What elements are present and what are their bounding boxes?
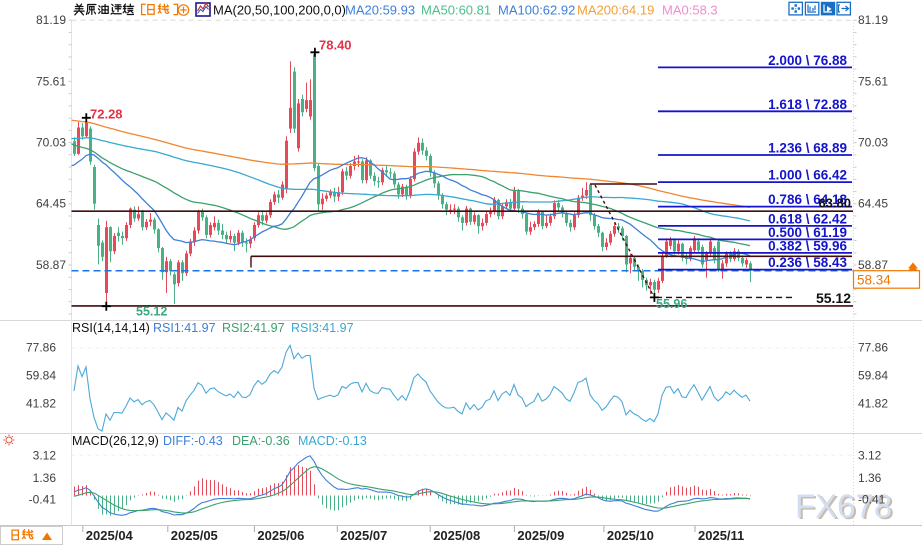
svg-text:1.618 \ 72.88: 1.618 \ 72.88	[768, 97, 847, 112]
svg-text:MACD(26,12,9): MACD(26,12,9)	[72, 434, 159, 448]
svg-text:77.86: 77.86	[858, 341, 888, 355]
svg-text:0.786 \ 64.18: 0.786 \ 64.18	[768, 192, 847, 207]
svg-text:58.87: 58.87	[36, 258, 66, 272]
svg-text:3.12: 3.12	[858, 448, 882, 462]
svg-text:55.12: 55.12	[136, 305, 167, 319]
svg-text:3.12: 3.12	[33, 448, 57, 462]
svg-text:2025/07: 2025/07	[340, 528, 387, 543]
svg-text:0.500 \ 61.19: 0.500 \ 61.19	[768, 225, 847, 240]
svg-text:41.82: 41.82	[26, 397, 56, 411]
svg-text:MA0:58.3: MA0:58.3	[662, 3, 718, 18]
svg-text:70.03: 70.03	[858, 136, 888, 150]
svg-text:72.28: 72.28	[90, 107, 123, 122]
svg-text:2025/11: 2025/11	[698, 528, 744, 543]
svg-text:FX678: FX678	[795, 488, 892, 525]
svg-text:77.86: 77.86	[26, 341, 56, 355]
svg-text:55.96: 55.96	[656, 297, 687, 311]
svg-text:2.000 \ 76.88: 2.000 \ 76.88	[768, 53, 847, 68]
svg-text:MA50:60.81: MA50:60.81	[421, 3, 491, 18]
svg-text:59.84: 59.84	[858, 369, 888, 383]
svg-text:55.12: 55.12	[816, 290, 851, 306]
svg-text:2025/08: 2025/08	[433, 528, 480, 543]
svg-text:1.236 \ 68.89: 1.236 \ 68.89	[768, 141, 847, 156]
svg-text:MACD:-0.13: MACD:-0.13	[298, 434, 367, 448]
svg-text:MA100:62.92: MA100:62.92	[498, 3, 575, 18]
svg-text:MA(20,50,100,200,0,0): MA(20,50,100,200,0,0)	[213, 3, 346, 18]
svg-text:75.61: 75.61	[36, 74, 66, 88]
svg-text:RSI2:41.97: RSI2:41.97	[222, 321, 285, 335]
svg-text:59.84: 59.84	[26, 369, 56, 383]
svg-text:-0.41: -0.41	[29, 492, 57, 506]
svg-text:2025/09: 2025/09	[517, 528, 564, 543]
svg-text:RSI1:41.97: RSI1:41.97	[153, 321, 216, 335]
svg-text:63.80: 63.80	[818, 196, 851, 211]
svg-text:75.61: 75.61	[858, 74, 888, 88]
svg-text:2025/04: 2025/04	[86, 528, 134, 543]
svg-text:2025/06: 2025/06	[257, 528, 304, 543]
svg-text:-0.41: -0.41	[858, 492, 886, 506]
svg-text:41.82: 41.82	[858, 397, 888, 411]
svg-text:64.45: 64.45	[36, 197, 66, 211]
svg-text:RSI(14,14,14): RSI(14,14,14)	[72, 321, 150, 335]
svg-text:2025/10: 2025/10	[607, 528, 654, 543]
svg-text:1.36: 1.36	[33, 471, 57, 485]
svg-text:0.618 \ 62.42: 0.618 \ 62.42	[768, 211, 847, 226]
svg-text:RSI3:41.97: RSI3:41.97	[291, 321, 354, 335]
svg-text:DEA:-0.36: DEA:-0.36	[232, 434, 290, 448]
svg-text:58.87: 58.87	[858, 258, 888, 272]
svg-text:70.03: 70.03	[36, 136, 66, 150]
svg-text:2025/05: 2025/05	[171, 528, 218, 543]
svg-text:0.236 \ 58.43: 0.236 \ 58.43	[768, 255, 847, 270]
svg-text:DIFF:-0.43: DIFF:-0.43	[163, 434, 223, 448]
svg-text:FX678: FX678	[797, 489, 894, 526]
svg-text:81.19: 81.19	[36, 13, 66, 27]
svg-text:78.40: 78.40	[319, 38, 352, 53]
svg-text:0.382 \ 59.96: 0.382 \ 59.96	[768, 238, 847, 253]
svg-text:81.19: 81.19	[858, 13, 888, 27]
svg-text:64.45: 64.45	[858, 197, 888, 211]
svg-text:MA200:64.19: MA200:64.19	[577, 3, 654, 18]
svg-text:58.34: 58.34	[857, 273, 891, 288]
svg-text:1.36: 1.36	[858, 471, 882, 485]
svg-text:MA20:59.93: MA20:59.93	[345, 3, 415, 18]
svg-text:1.000 \ 66.42: 1.000 \ 66.42	[768, 168, 847, 183]
